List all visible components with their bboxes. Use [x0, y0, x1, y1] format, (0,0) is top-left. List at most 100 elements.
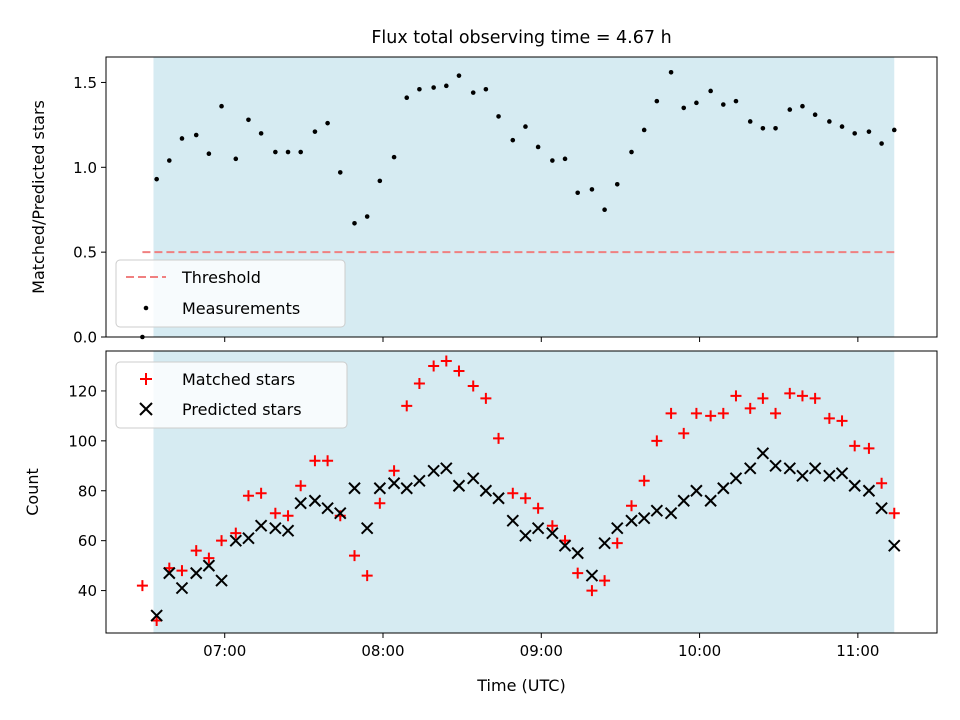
measurement-point — [193, 132, 199, 138]
top-y-tick-label: 0.0 — [73, 329, 97, 347]
predicted-star-point — [215, 574, 228, 587]
predicted-star-point — [823, 469, 836, 482]
matched-star-point — [242, 490, 254, 502]
predicted-star-point — [479, 484, 493, 497]
measurement-point — [483, 86, 489, 92]
bottom-legend: Matched stars Predicted stars — [115, 361, 348, 429]
predicted-star-point — [585, 569, 599, 582]
matched-star-point — [888, 507, 900, 519]
matched-stars-points — [136, 355, 900, 627]
matched-star-point — [467, 380, 479, 392]
measurement-point — [496, 114, 501, 119]
predicted-star-point — [796, 469, 809, 482]
predicted-star-point — [387, 477, 401, 490]
measurement-point — [273, 149, 278, 155]
measurement-point — [246, 117, 251, 123]
predicted-star-point — [888, 539, 901, 552]
measurement-point — [179, 136, 185, 141]
predicted-star-point — [571, 546, 584, 560]
top-legend-box — [115, 259, 346, 328]
matched-star-point — [507, 487, 519, 499]
measurement-point — [773, 125, 778, 131]
predicted-star-point — [598, 536, 611, 550]
predicted-star-point — [729, 472, 743, 485]
matched-star-point — [230, 527, 242, 539]
predicted-star-point — [744, 462, 757, 475]
measurement-point — [285, 149, 291, 155]
matched-star-point — [572, 567, 584, 579]
predicted-star-point — [427, 464, 440, 477]
bottom-y-tick-label: 40 — [78, 582, 97, 600]
measurement-point — [431, 85, 436, 90]
bottom-y-tick-label: 60 — [78, 532, 97, 550]
predicted-star-point — [862, 484, 876, 497]
top-panel: 0.0 0.5 1.0 1.5 Matched/Predicted stars Thr… — [29, 56, 938, 347]
measurement-point — [510, 137, 516, 143]
measurement-point — [812, 112, 818, 117]
measurement-point — [575, 190, 580, 196]
bottom-y-tick-label: 120 — [68, 382, 97, 400]
matched-star-point — [480, 392, 492, 404]
matched-star-point — [216, 535, 228, 547]
bottom-y-axis-label: Count — [23, 468, 42, 516]
predicted-star-point — [546, 526, 559, 540]
matched-star-point — [651, 435, 663, 447]
predicted-star-point — [506, 514, 520, 527]
matched-star-point — [374, 497, 386, 509]
matched-star-point — [428, 360, 440, 372]
x-tick-label: 10:00 — [678, 642, 721, 660]
top-y-tick-label: 1.5 — [73, 74, 97, 92]
matched-star-point — [757, 392, 769, 404]
measurement-point — [562, 156, 568, 162]
matched-star-point — [282, 510, 294, 522]
predicted-star-point — [717, 482, 730, 495]
matched-star-point — [176, 565, 188, 577]
measurement-point — [629, 149, 634, 155]
x-tick-label: 08:00 — [361, 642, 404, 660]
predicted-star-point — [440, 462, 453, 475]
predicted-star-point — [519, 529, 532, 542]
legend-measurements-swatch — [143, 305, 149, 311]
matched-star-point — [823, 412, 835, 424]
predicted-star-point — [413, 474, 426, 487]
matched-star-point — [413, 377, 425, 389]
legend-predicted-swatch — [139, 402, 153, 416]
measurement-point — [787, 107, 793, 112]
predicted-star-point — [269, 521, 282, 535]
x-tick-label: 07:00 — [203, 642, 246, 660]
predicted-star-point — [150, 609, 163, 622]
measurement-point — [681, 105, 687, 111]
matched-star-point — [876, 477, 888, 489]
measurement-point — [391, 154, 397, 160]
matched-star-point — [269, 507, 281, 519]
measurement-point — [839, 124, 845, 129]
measurement-point — [602, 207, 607, 213]
matched-star-point — [770, 407, 782, 419]
matched-star-point — [361, 570, 373, 582]
measurement-point — [589, 187, 595, 192]
matched-star-point — [309, 455, 321, 467]
predicted-star-point — [756, 447, 770, 460]
predicted-star-point — [769, 459, 782, 473]
measurement-point — [721, 102, 726, 107]
matched-star-point — [519, 492, 531, 504]
bottom-legend-box — [115, 361, 348, 429]
predicted-star-point — [254, 519, 268, 532]
predicted-star-point — [190, 566, 203, 580]
matched-star-point — [493, 432, 505, 444]
predicted-star-point — [492, 492, 505, 505]
predicted-star-point — [400, 482, 413, 495]
measurement-point — [852, 131, 857, 136]
matched-star-point — [690, 407, 702, 419]
predicted-star-point — [664, 507, 678, 520]
predicted-star-point — [281, 524, 295, 537]
predicted-star-point — [348, 482, 361, 495]
x-tick-label: 09:00 — [520, 642, 563, 660]
measurement-point — [614, 181, 620, 187]
measurement-point — [641, 127, 647, 133]
measurement-point — [879, 141, 884, 146]
matched-star-point — [705, 410, 717, 422]
predicted-star-point — [452, 479, 466, 492]
matched-star-point — [586, 585, 598, 597]
